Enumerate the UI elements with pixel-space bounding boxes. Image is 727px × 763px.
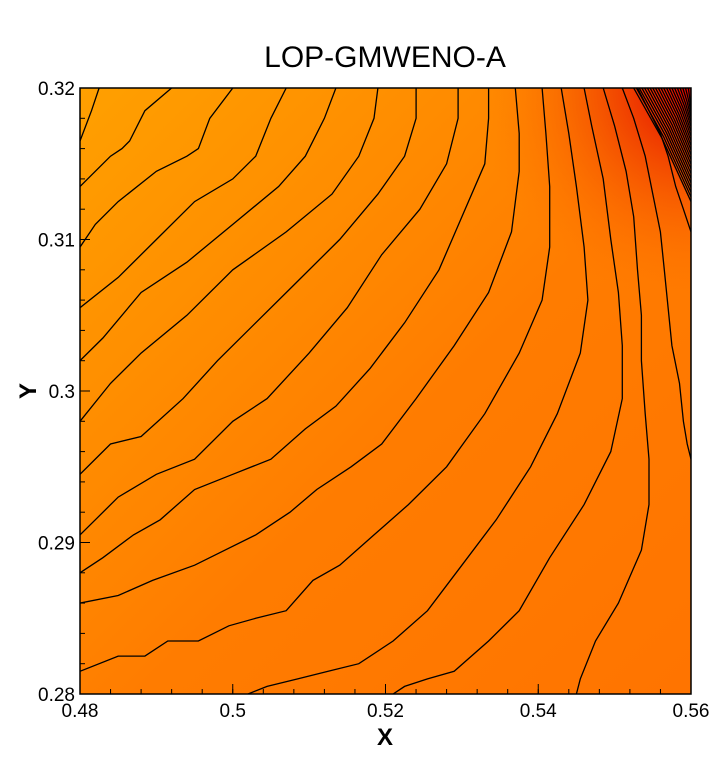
- contour-line: [635, 88, 691, 198]
- contour-line: [660, 88, 691, 155]
- dense-contour-cluster: [633, 88, 691, 202]
- contour-line: [649, 88, 691, 174]
- contour-line: [80, 88, 100, 142]
- chart-title: LOP-GMWENO-A: [264, 41, 506, 74]
- contour-line: [633, 88, 691, 202]
- y-tick-label: 0.3: [49, 382, 75, 403]
- contour-line: [80, 88, 490, 574]
- contour-line: [80, 88, 234, 248]
- y-tick-label: 0.29: [38, 534, 75, 555]
- contour-line: [638, 88, 691, 193]
- contour-line: [671, 88, 691, 137]
- contour-line: [80, 88, 337, 362]
- contour-line: [646, 88, 691, 179]
- contour-line: [621, 88, 691, 460]
- y-tick-label: 0.31: [38, 231, 75, 252]
- contour-line: [575, 88, 650, 694]
- contour-line: [682, 88, 691, 118]
- field-hotspot: [80, 88, 691, 694]
- contour-line: [668, 88, 691, 141]
- contour-line: [80, 88, 551, 672]
- contour-line: [676, 88, 691, 127]
- contour-line: [80, 88, 417, 475]
- contour-line: [247, 88, 589, 694]
- x-tick-label: 0.48: [62, 701, 99, 722]
- contour-line: [644, 88, 691, 184]
- contour-line: [652, 88, 691, 170]
- contour-line: [80, 88, 459, 536]
- y-tick-label: 0.32: [38, 79, 75, 100]
- x-axis: 0.48 0.5 0.52 0.54 0.56: [62, 684, 710, 722]
- x-axis-title: X: [377, 724, 393, 751]
- contour-lines: [80, 88, 691, 694]
- plot-area: [80, 88, 691, 694]
- contour-line: [679, 88, 691, 123]
- y-axis-title: Y: [15, 383, 42, 399]
- contour-line: [684, 88, 691, 113]
- contour-line: [654, 88, 691, 165]
- contour-line: [80, 88, 520, 604]
- contour-line: [392, 88, 623, 694]
- contour-line: [80, 88, 379, 422]
- x-tick-label: 0.5: [220, 701, 246, 722]
- contour-line: [663, 88, 691, 151]
- contour-line: [80, 88, 287, 309]
- contour-line: [657, 88, 691, 160]
- y-axis: 0.28 0.29 0.3 0.31 0.32: [38, 79, 90, 706]
- x-tick-label: 0.54: [520, 701, 557, 722]
- x-tick-label: 0.52: [367, 701, 404, 722]
- contour-line: [641, 88, 691, 188]
- contour-line: [80, 88, 173, 187]
- x-tick-label: 0.56: [673, 701, 710, 722]
- contour-line: [674, 88, 691, 132]
- y-tick-label: 0.28: [38, 685, 75, 706]
- contour-line: [665, 88, 691, 146]
